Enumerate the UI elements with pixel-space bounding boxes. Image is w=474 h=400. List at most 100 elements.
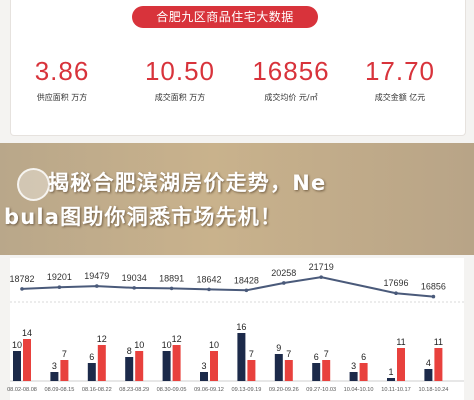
- supply-data-label: 6: [314, 352, 319, 362]
- supply-bar: [387, 378, 395, 381]
- x-tick-label: 09.13-09.19: [231, 387, 261, 393]
- price-point: [207, 287, 211, 292]
- x-tick-label: 08.09-08.15: [44, 387, 74, 393]
- supply-data-label: 4: [426, 358, 431, 368]
- supply-data-label: 10: [162, 340, 172, 350]
- deal-bar: [135, 351, 144, 381]
- stat-label: 供应面积 万方: [36, 93, 88, 102]
- x-tick-label: 09.27-10.03: [306, 387, 336, 393]
- headline-line-2: bula图助你洞悉市场先机！: [4, 205, 283, 229]
- deal-bar: [247, 360, 256, 381]
- supply-data-label: 3: [201, 361, 206, 371]
- deal-data-label: 14: [22, 328, 32, 338]
- deal-data-label: 12: [172, 334, 182, 344]
- price-point: [319, 275, 324, 279]
- supply-bar: [50, 372, 59, 381]
- supply-bar: [200, 372, 208, 381]
- price-data-label: 19201: [47, 272, 72, 282]
- supply-bar: [424, 369, 433, 381]
- supply-data-label: 1: [388, 367, 393, 377]
- stat-avg-price: 16856 成交均价 元/㎡: [241, 56, 341, 103]
- supply-bar: [312, 363, 321, 381]
- deal-bar: [359, 363, 368, 381]
- x-tick-label: 09.20-09.26: [269, 387, 299, 393]
- supply-bar: [274, 354, 283, 381]
- x-tick-label: 10.04-10.10: [344, 387, 374, 393]
- price-point: [244, 288, 249, 293]
- price-data-label: 19479: [84, 271, 109, 281]
- x-tick-label: 09.06-09.12: [194, 387, 224, 393]
- supply-data-label: 9: [276, 343, 281, 353]
- price-point: [431, 294, 436, 299]
- banner-circle-icon: [17, 168, 50, 201]
- x-tick-label: 08.02-08.08: [7, 387, 37, 393]
- x-tick-label: 08.23-08.29: [119, 387, 149, 393]
- supply-bar: [125, 357, 134, 381]
- deal-data-label: 10: [209, 340, 219, 350]
- stat-value: 10.50: [144, 56, 216, 86]
- price-data-label: 18782: [9, 274, 34, 284]
- stat-label: 成交金额 亿元: [374, 93, 426, 102]
- deal-data-label: 7: [286, 349, 291, 359]
- deal-data-label: 11: [434, 337, 443, 347]
- deal-data-label: 6: [361, 352, 366, 362]
- deal-bar: [97, 345, 106, 381]
- deal-bar: [322, 360, 331, 381]
- headline-banner: [0, 143, 474, 255]
- price-data-label: 19034: [122, 273, 147, 283]
- price-point: [95, 284, 99, 288]
- stat-value: 17.70: [364, 56, 436, 86]
- stat-label: 成交均价 元/㎡: [264, 93, 318, 102]
- deal-bar: [397, 348, 405, 381]
- supply-data-label: 16: [236, 322, 246, 332]
- supply-bar: [237, 333, 246, 381]
- stat-deal-amount: 17.70 成交金额 亿元: [350, 56, 450, 103]
- stats-title: 合肥九区商品住宅大数据: [132, 6, 318, 28]
- price-point: [20, 287, 24, 291]
- deal-data-label: 7: [324, 349, 329, 359]
- stat-label: 成交面积 万方: [154, 93, 206, 102]
- headline-text: 揭秘合肥滨湖房价走势，Ne bula图助你洞悉市场先机！: [4, 166, 468, 234]
- price-point: [169, 286, 174, 291]
- deal-data-label: 11: [396, 337, 405, 347]
- deal-bar: [284, 360, 293, 381]
- deal-bar: [23, 339, 31, 381]
- price-data-label: 18642: [196, 274, 221, 284]
- stat-value: 3.86: [34, 56, 90, 86]
- price-point: [394, 291, 398, 296]
- deal-data-label: 10: [134, 340, 144, 350]
- deal-bar: [210, 351, 218, 381]
- price-data-label: 16856: [421, 282, 446, 292]
- supply-bar: [13, 351, 21, 381]
- x-tick-label: 10.11-10.17: [381, 387, 410, 393]
- supply-bar: [349, 372, 358, 381]
- stat-supply-area: 3.86 供应面积 万方: [12, 56, 112, 103]
- price-data-label: 18891: [159, 273, 184, 283]
- chart-card: [10, 258, 464, 400]
- stat-value: 16856: [252, 56, 330, 86]
- deal-bar: [172, 345, 181, 381]
- supply-bar: [162, 351, 171, 381]
- x-tick-label: 08.16-08.22: [82, 387, 112, 393]
- supply-data-label: 6: [89, 352, 94, 362]
- supply-data-label: 8: [127, 346, 132, 356]
- price-data-label: 18428: [234, 275, 259, 285]
- supply-data-label: 3: [351, 361, 356, 371]
- supply-data-label: 10: [12, 340, 22, 350]
- price-point: [132, 286, 136, 290]
- x-tick-label: 10.18-10.24: [418, 387, 448, 393]
- deal-data-label: 7: [62, 349, 67, 359]
- deal-bar: [434, 348, 443, 381]
- deal-data-label: 12: [97, 334, 107, 344]
- price-data-label: 20258: [271, 268, 296, 278]
- x-tick-label: 08.30-09.05: [157, 387, 187, 393]
- deal-data-label: 7: [249, 349, 254, 359]
- price-point: [57, 285, 62, 289]
- stat-deal-area: 10.50 成交面积 万方: [130, 56, 230, 103]
- price-data-label: 21719: [309, 262, 334, 272]
- supply-data-label: 3: [52, 361, 57, 371]
- supply-bar: [87, 363, 96, 381]
- price-data-label: 17696: [383, 278, 408, 288]
- headline-line-1: 揭秘合肥滨湖房价走势，Ne: [48, 171, 327, 195]
